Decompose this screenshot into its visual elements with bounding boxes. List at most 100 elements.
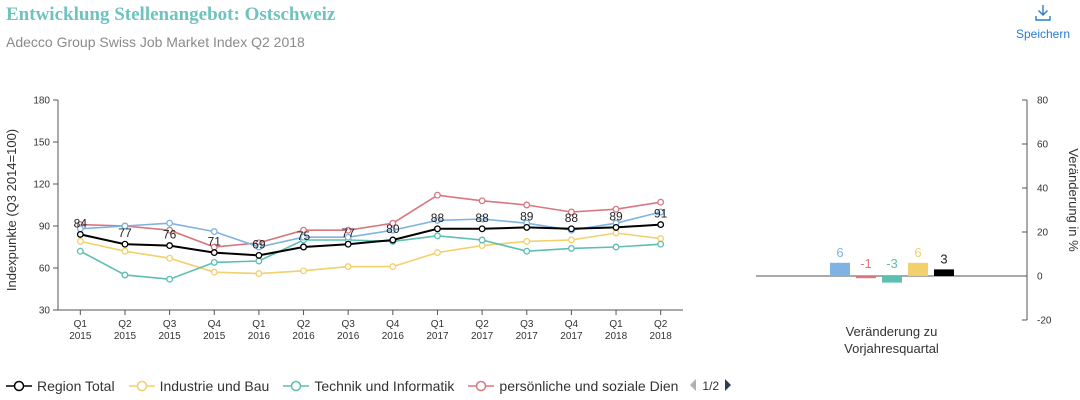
data-label: 76 [163,228,177,242]
data-point [612,243,620,251]
data-point [210,258,218,266]
y-tick-label: 0 [1037,272,1043,283]
y-tick-label: 80 [1037,96,1049,107]
bar-chart: -20 0 20 40 60 80 Veränderung in % Veränderung … [756,96,1080,356]
data-point [344,226,352,234]
data-point [434,249,441,257]
data-point [300,267,307,275]
data-point [478,215,486,223]
chart-title: Entwicklung Stellenangebot: Ostschweiz [6,4,336,25]
data-point [567,208,575,216]
data-point [657,235,665,243]
legend-marker-icon [6,380,32,392]
data-point [434,191,441,199]
data-point [657,198,665,206]
bar-label: -3 [886,256,898,271]
data-point [121,240,129,248]
x-tick-year: 2018 [605,331,628,342]
save-button[interactable]: Speichern [1013,4,1073,41]
legend: Region Total Industrie und Bau Technik und… [6,376,733,396]
series-line [80,223,661,257]
data-point [567,244,575,252]
data-point [121,222,129,230]
y-axis-label: Veränderung in % [1066,148,1080,252]
bar [882,276,902,283]
data-point [612,223,620,231]
x-tick-label: Q3 [342,319,356,330]
bar-label: 6 [914,245,921,260]
bar [830,262,850,276]
data-point [300,243,307,251]
data-point [166,254,174,262]
data-label: 71 [208,235,222,249]
y-tick-label: 180 [33,96,50,107]
data-label: 69 [252,237,266,251]
save-label: Speichern [1015,27,1071,41]
y-tick-label: 90 [39,222,51,233]
x-tick-label: Q2 [118,319,132,330]
x-tick-label: Q1 [74,319,88,330]
data-point [657,240,665,248]
data-point [121,271,129,279]
data-point [255,251,263,259]
x-tick-year: 2015 [69,331,92,342]
data-point [166,242,174,250]
bar-label: 6 [836,245,843,260]
data-point [612,229,620,237]
legend-item[interactable]: Region Total [6,378,115,394]
x-tick-label: Q2 [475,319,489,330]
legend-label: Technik und Informatik [314,378,455,394]
legend-marker-icon [283,380,310,392]
x-tick-year: 2016 [382,331,405,342]
x-tick-year: 2016 [292,331,315,342]
x-tick-label: Q4 [565,319,579,330]
legend-label: Industrie und Bau [159,378,270,394]
x-tick-year: 2016 [248,331,271,342]
x-tick-label: Q2 [654,319,668,330]
legend-item[interactable]: Industrie und Bau [128,378,270,394]
data-label: 77 [118,226,132,240]
y-tick-label: 150 [33,138,50,149]
series-line [80,194,661,248]
x-tick-year: 2015 [203,331,226,342]
data-point [657,221,665,229]
legend-item[interactable]: Technik und Informatik [283,378,454,394]
data-label: 89 [609,209,623,223]
legend-pager: 1/2 [688,378,733,395]
data-point [612,205,620,213]
data-point [657,208,665,216]
bar [856,276,876,279]
data-point [523,223,531,231]
triangle-right-icon[interactable] [723,378,733,395]
data-point [76,230,84,238]
x-axis-label: Veränderung zu [846,324,938,339]
legend-marker-icon [468,380,495,392]
x-tick-label: Q4 [386,319,400,330]
data-point [76,237,84,245]
data-point [166,226,174,234]
legend-label: persönliche und soziale Dien [499,378,679,394]
data-point [434,232,441,240]
data-point [210,228,218,236]
data-point [255,243,263,251]
data-point [300,226,307,234]
data-point [344,263,352,271]
triangle-left-icon[interactable] [688,378,698,395]
x-tick-label: Q3 [520,319,534,330]
data-point [523,237,531,245]
bar-label: 3 [940,251,947,266]
data-label: 77 [341,226,355,240]
x-tick-label: Q2 [297,319,311,330]
data-point [389,219,397,227]
data-label: 84 [74,216,88,230]
data-point [76,247,84,255]
bar [908,262,928,276]
data-point [344,240,352,248]
legend-item[interactable]: persönliche und soziale Dien [468,378,678,394]
legend-page-indicator: 1/2 [702,379,720,393]
data-point [478,242,486,250]
x-axis-label-line2: Vorjahresquartal [844,341,939,356]
x-tick-year: 2017 [426,331,449,342]
x-tick-year: 2017 [471,331,494,342]
x-tick-label: Q4 [208,319,222,330]
